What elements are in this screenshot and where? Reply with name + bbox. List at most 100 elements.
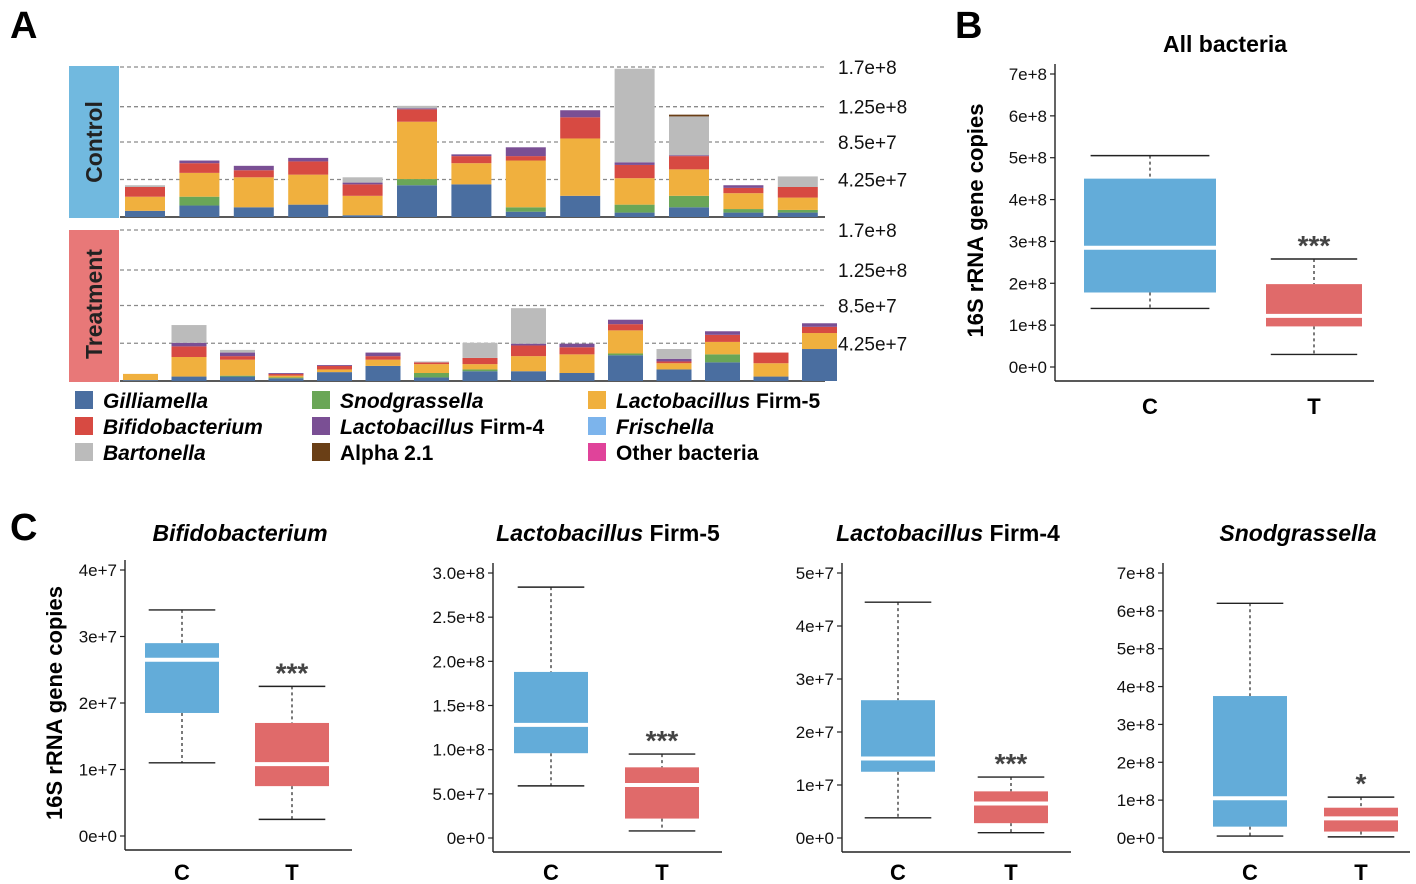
x-category-label: C xyxy=(1142,394,1158,419)
bar-segment xyxy=(171,342,207,347)
bar-segment xyxy=(179,196,220,206)
bar-segment xyxy=(614,178,655,205)
bar-segment xyxy=(342,177,383,183)
y-tick-label: 1e+8 xyxy=(1117,791,1155,810)
panel-label-a: A xyxy=(10,5,37,47)
bar-segment xyxy=(414,377,449,381)
bar-segment xyxy=(171,376,207,381)
bar-segment xyxy=(505,207,546,212)
bar-segment xyxy=(317,369,352,373)
bar-segment xyxy=(608,319,643,325)
bar-segment xyxy=(669,195,709,208)
bar-segment xyxy=(414,362,449,365)
y-tick-label: 5e+8 xyxy=(1009,149,1047,168)
bar-segment xyxy=(342,195,383,216)
bar-segment xyxy=(288,204,329,217)
bar-segment xyxy=(220,356,255,360)
stacked-bar-panel: Control Treatment 1.7e+8 1.25e+8 8.5e+7 4.2… xyxy=(69,58,907,465)
y-tick-label: 1e+7 xyxy=(796,776,834,795)
bar-segment xyxy=(342,215,383,217)
bar-segment xyxy=(288,161,329,175)
bars xyxy=(123,68,837,381)
legend-swatch xyxy=(588,443,606,461)
right-tick-label: 1.7e+8 xyxy=(838,58,897,79)
bar-segment xyxy=(462,342,498,358)
box xyxy=(1266,284,1362,327)
bar-segment xyxy=(268,373,304,374)
y-tick-label: 2e+7 xyxy=(796,723,834,742)
y-tick-label: 0e+0 xyxy=(79,827,117,846)
bar-segment xyxy=(669,156,709,170)
bar-segment xyxy=(559,354,595,374)
significance-marker: *** xyxy=(276,657,309,688)
y-tick-label: 4e+7 xyxy=(79,561,117,580)
y-tick-label: 2e+8 xyxy=(1117,753,1155,772)
bar-segment xyxy=(505,156,546,161)
legend-label-name: Frischella xyxy=(616,416,714,439)
y-tick-label: 1e+8 xyxy=(1009,316,1047,335)
y-tick-label: 0e+0 xyxy=(796,829,834,848)
bar-segment xyxy=(559,343,595,348)
legend-swatch xyxy=(588,417,606,435)
legend-label: Alpha 2.1 xyxy=(340,442,434,465)
y-tick-label: 3e+7 xyxy=(79,628,117,647)
y-tick-label: 0e+0 xyxy=(447,829,485,848)
bar-segment xyxy=(462,371,498,381)
y-tick-label: 4e+7 xyxy=(796,617,834,636)
legend-label: Frischella xyxy=(616,416,714,439)
legend-label-name: Lactobacillus xyxy=(340,416,474,439)
legend-label-suffix: Firm-5 xyxy=(750,390,820,413)
legend-label-name: Bifidobacterium xyxy=(103,416,263,439)
bar-segment xyxy=(753,376,789,381)
y-tick-label: 3e+8 xyxy=(1009,232,1047,251)
bar-segment xyxy=(705,354,740,363)
bar-segment xyxy=(560,117,601,139)
y-tick-label: 5e+8 xyxy=(1117,640,1155,659)
bar-segment xyxy=(397,185,437,217)
bar-segment xyxy=(125,187,165,197)
y-tick-label: 5e+7 xyxy=(796,564,834,583)
bar-segment xyxy=(656,369,692,381)
bar-segment xyxy=(777,212,818,217)
bar-segment xyxy=(656,358,692,362)
y-tick-label: 4e+8 xyxy=(1009,191,1047,210)
x-category-label: T xyxy=(1354,860,1368,884)
bar-segment xyxy=(220,352,255,357)
bar-segment xyxy=(397,179,437,186)
legend-label-name: Alpha 2.1 xyxy=(340,442,434,465)
bar-segment xyxy=(451,156,492,164)
bar-segment xyxy=(511,308,546,344)
bar-segment xyxy=(179,160,220,164)
bar-segment xyxy=(171,346,207,358)
box xyxy=(145,643,219,713)
legend-swatch xyxy=(75,417,93,435)
chart-title-name: Lactobacillus xyxy=(496,520,643,546)
bar-segment xyxy=(268,377,304,379)
y-tick-label: 6e+8 xyxy=(1117,602,1155,621)
y-tick-label: 2.0e+8 xyxy=(433,652,485,671)
y-tick-label: 5.0e+7 xyxy=(433,785,485,804)
bar-segment xyxy=(559,373,595,381)
bar-segment xyxy=(397,121,437,180)
chart-title: All bacteria xyxy=(1163,31,1287,57)
y-tick-label: 6e+8 xyxy=(1009,107,1047,126)
bar-segment xyxy=(365,359,401,366)
chart-title-name: All bacteria xyxy=(1163,31,1287,57)
legend-label: Lactobacillus Firm-5 xyxy=(616,390,821,413)
panel-label-b: B xyxy=(955,5,982,47)
bar-segment xyxy=(656,363,692,370)
bar-segment xyxy=(171,357,207,377)
bar-segment xyxy=(414,364,449,374)
y-tick-label: 1.5e+8 xyxy=(433,697,485,716)
bar-segment xyxy=(669,114,709,117)
bar-segment xyxy=(123,380,158,381)
bar-segment xyxy=(505,160,546,208)
bar-segment xyxy=(397,105,437,109)
bar-segment xyxy=(451,154,492,157)
x-category-label: C xyxy=(1242,860,1258,884)
significance-marker: *** xyxy=(995,748,1028,779)
bar-segment xyxy=(723,193,764,210)
bar-segment xyxy=(179,172,220,197)
legend-label-name: Bartonella xyxy=(103,442,206,465)
